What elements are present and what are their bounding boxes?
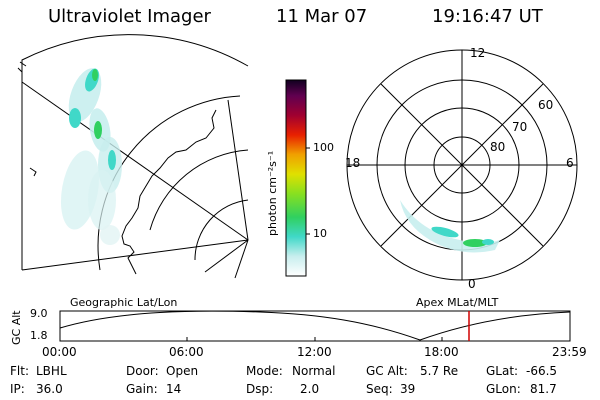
mlt-18-label: 18 (345, 156, 361, 170)
time-tick-3: 18:00 (424, 345, 459, 359)
mlt-0-label: 0 (468, 277, 476, 291)
coastline-small (17, 61, 37, 177)
colorbar-unit-label: photon cm⁻²s⁻¹ (266, 150, 279, 236)
door-value: Open (166, 364, 199, 378)
dsp-label: Dsp: (246, 382, 274, 396)
gain-label: Gain: (126, 382, 158, 396)
door-label: Door: (126, 364, 159, 378)
altitude-ymax: 9.0 (30, 307, 48, 320)
glat-label: GLat: (486, 364, 519, 378)
aurora-right (400, 200, 500, 253)
altitude-curve (59, 310, 571, 341)
gcalt-value: 5.7 Re (420, 364, 459, 378)
seq-label: Seq: (366, 382, 393, 396)
seq-value: 39 (400, 382, 416, 396)
ip-label: IP: (10, 382, 25, 396)
colorbar-ticks (306, 147, 310, 235)
geographic-caption: Geographic Lat/Lon (70, 296, 178, 309)
mlat-80-label: 80 (490, 140, 506, 154)
time-tick-1: 06:00 (169, 345, 204, 359)
filter-value: LBHL (36, 364, 67, 378)
aurora-left (60, 68, 122, 245)
mlat-70-label: 70 (512, 120, 528, 134)
mlat-60-label: 60 (538, 98, 554, 112)
glat-value: -66.5 (526, 364, 558, 378)
map-meridian-1 (21, 81, 249, 241)
time-tick-0: 00:00 (42, 345, 77, 359)
colorbar-tick-100: 100 (313, 141, 334, 154)
glon-value: 81.7 (530, 382, 557, 396)
map-lat-arc-1 (97, 95, 241, 271)
coastline (121, 109, 217, 275)
filter-label: Flt: (10, 364, 29, 378)
time-tick-4: 23:59 (552, 345, 587, 359)
mode-value: Normal (292, 364, 336, 378)
altitude-plot (59, 310, 571, 342)
map-lat-arc-2 (149, 149, 249, 231)
map-meridian-3 (227, 99, 249, 241)
altitude-ylabel: GC Alt (10, 310, 23, 345)
colorbar (285, 79, 307, 277)
map-meridian-4 (204, 239, 249, 273)
map-lat-arc-3 (194, 199, 249, 261)
map-meridian-2 (21, 239, 249, 271)
altitude-ymin: 1.8 (30, 329, 48, 342)
geographic-map (17, 34, 249, 279)
gain-value: 14 (166, 382, 182, 396)
date-label: 11 Mar 07 (276, 6, 368, 27)
glon-label: GLon: (486, 382, 521, 396)
map-meridian-5 (234, 239, 249, 279)
time-tick-2: 12:00 (297, 345, 332, 359)
instrument-title: Ultraviolet Imager (48, 6, 211, 27)
colorbar-tick-10: 10 (313, 227, 327, 240)
map-outer-arc (21, 34, 249, 270)
mode-label: Mode: (246, 364, 283, 378)
mlt-12-label: 12 (470, 46, 486, 60)
mlt-6-label: 6 (566, 156, 574, 170)
dsp-value: 2.0 (300, 382, 320, 396)
time-label: 19:16:47 UT (432, 6, 543, 27)
apex-caption: Apex MLat/MLT (416, 296, 499, 309)
ip-value: 36.0 (36, 382, 63, 396)
gcalt-label: GC Alt: (366, 364, 408, 378)
